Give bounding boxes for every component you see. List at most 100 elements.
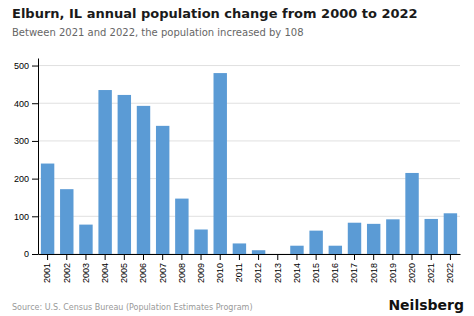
chart: Elburn, IL annual population change from… — [0, 0, 474, 316]
x-tick: 2021 — [426, 254, 436, 283]
grid — [38, 66, 460, 254]
bar — [309, 231, 322, 254]
x-tick: 2014 — [292, 254, 302, 283]
x-tick-mark — [373, 254, 374, 260]
y-tick-label: 500 — [14, 61, 29, 71]
y-tick-mark — [32, 66, 38, 67]
x-tick-label: 2013 — [273, 263, 283, 283]
x-tick-mark — [277, 254, 278, 260]
branding: Neilsberg — [388, 297, 464, 313]
grid-line — [38, 65, 460, 66]
x-tick: 2005 — [119, 254, 129, 283]
x-tick-label: 2003 — [81, 263, 91, 283]
x-tick-mark — [239, 254, 240, 260]
subtitle: Between 2021 and 2022, the population in… — [12, 27, 304, 38]
x-tick: 2016 — [330, 254, 340, 283]
y-tick-label: 100 — [14, 212, 29, 222]
bar — [386, 219, 399, 254]
x-tick-label: 2005 — [119, 263, 129, 283]
bars — [41, 73, 457, 254]
y-tick-mark — [32, 179, 38, 180]
x-tick-mark — [220, 254, 221, 260]
x-tick-label: 2022 — [445, 263, 455, 283]
x-axis-line — [39, 254, 461, 255]
bar — [271, 254, 284, 255]
x-tick: 2008 — [177, 254, 187, 283]
bar — [252, 250, 265, 254]
y-axis-line — [38, 59, 39, 255]
x-tick-mark — [162, 254, 163, 260]
x-tick-label: 2008 — [177, 263, 187, 283]
x-tick-label: 2016 — [330, 263, 340, 283]
y-tick: 100 — [14, 212, 38, 222]
y-tick: 0 — [24, 249, 38, 259]
x-tick-label: 2006 — [138, 263, 148, 283]
x-tick: 2009 — [196, 254, 206, 283]
x-tick: 2020 — [407, 254, 417, 283]
bar — [60, 189, 73, 254]
y-tick-label: 0 — [24, 249, 29, 259]
bar — [194, 230, 207, 255]
bar — [79, 225, 92, 254]
y-tick: 400 — [14, 99, 38, 109]
y-tick: 500 — [14, 61, 38, 71]
x-tick: 2001 — [42, 254, 52, 283]
title: Elburn, IL annual population change from… — [12, 6, 418, 21]
x-tick: 2015 — [311, 254, 321, 283]
x-tick-label: 2010 — [215, 263, 225, 283]
bar — [367, 224, 380, 254]
bar — [41, 164, 54, 254]
bar — [329, 246, 342, 254]
x-tick-mark — [66, 254, 67, 260]
x-tick-mark — [181, 254, 182, 260]
y-tick-mark — [32, 216, 38, 217]
x-tick: 2004 — [100, 254, 110, 283]
plot: 2001200220032004200520062007200820092010… — [14, 59, 461, 284]
bar — [156, 126, 169, 254]
x-tick-label: 2009 — [196, 263, 206, 283]
x-tick-mark — [354, 254, 355, 260]
x-tick-mark — [143, 254, 144, 260]
x-tick-mark — [105, 254, 106, 260]
x-tick-mark — [316, 254, 317, 260]
bar — [233, 243, 246, 254]
x-tick-label: 2018 — [369, 263, 379, 283]
x-tick-label: 2019 — [388, 263, 398, 283]
bar — [118, 95, 131, 254]
bar — [290, 246, 303, 254]
x-tick: 2002 — [62, 254, 72, 283]
y-tick-mark — [32, 141, 38, 142]
bar — [405, 173, 418, 254]
x-tick-label: 2004 — [100, 263, 110, 283]
bar — [214, 73, 227, 254]
x-tick-label: 2021 — [426, 263, 436, 283]
x-tick-mark — [201, 254, 202, 260]
x-tick-mark — [431, 254, 432, 260]
y-tick-mark — [32, 254, 38, 255]
x-tick: 2013 — [273, 254, 283, 283]
x-tick: 2017 — [349, 254, 359, 283]
x-tick-mark — [85, 254, 86, 260]
x-tick-mark — [335, 254, 336, 260]
x-tick-mark — [392, 254, 393, 260]
y-tick: 200 — [14, 174, 38, 184]
x-tick: 2006 — [138, 254, 148, 283]
bar — [137, 106, 150, 254]
x-tick: 2003 — [81, 254, 91, 283]
bar — [348, 223, 361, 254]
x-axis: 2001200220032004200520062007200820092010… — [39, 254, 461, 283]
x-tick-mark — [258, 254, 259, 260]
bar — [425, 219, 438, 254]
x-tick: 2022 — [445, 254, 455, 283]
x-tick-label: 2011 — [234, 263, 244, 282]
x-tick-label: 2014 — [292, 263, 302, 283]
x-tick-mark — [296, 254, 297, 260]
x-tick-mark — [124, 254, 125, 260]
y-axis: 0100200300400500 — [14, 59, 39, 260]
x-tick: 2018 — [369, 254, 379, 283]
bar — [444, 213, 457, 254]
x-tick: 2019 — [388, 254, 398, 283]
x-tick-mark — [450, 254, 451, 260]
y-tick-label: 400 — [14, 99, 29, 109]
x-tick-label: 2017 — [349, 263, 359, 283]
